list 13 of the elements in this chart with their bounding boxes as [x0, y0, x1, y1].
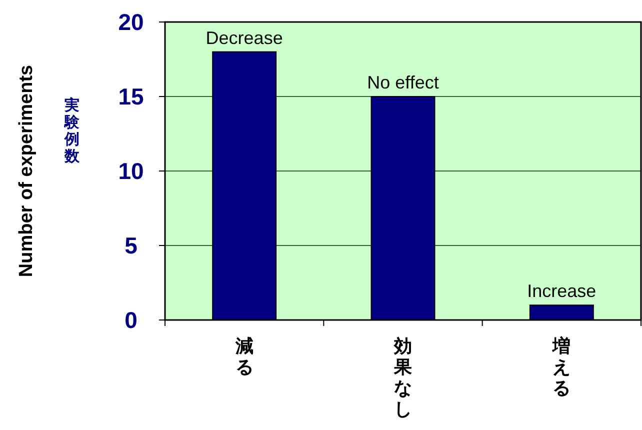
- y-axis-title: Number of experiments: [16, 64, 37, 278]
- x-tick-label: 減る: [234, 336, 254, 377]
- x-tick-label: 増える: [552, 335, 571, 398]
- y-tick-label: 5: [124, 232, 138, 258]
- annotation: Decrease: [206, 28, 283, 48]
- x-tick-label: 効果なし: [393, 336, 413, 419]
- y-tick-label: 0: [124, 307, 138, 333]
- annotation: Increase: [527, 281, 596, 302]
- text: 実験例数: [64, 96, 80, 165]
- y-tick-label: 15: [118, 84, 144, 110]
- annotation: No effect: [367, 72, 439, 92]
- y-tick-label: 20: [118, 9, 144, 35]
- y-tick-label: 10: [118, 158, 144, 184]
